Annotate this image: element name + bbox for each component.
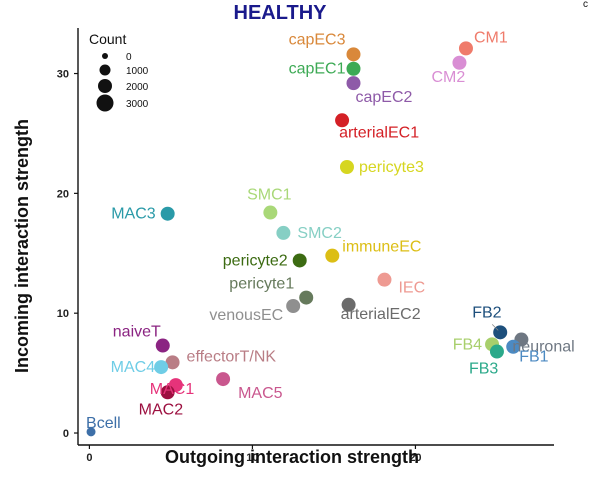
label-capec2: capEC2 bbox=[355, 89, 412, 106]
label-fb1: FB1 bbox=[519, 349, 548, 366]
y-tick-label: 0 bbox=[63, 428, 69, 440]
point-pericyte2 bbox=[292, 253, 307, 268]
label-mac2: MAC2 bbox=[139, 401, 184, 418]
point-cm1 bbox=[458, 41, 473, 56]
legend-size-label: 3000 bbox=[126, 99, 149, 110]
point-mac3 bbox=[160, 206, 175, 221]
label-iec: IEC bbox=[398, 280, 425, 297]
legend-size-swatch bbox=[99, 64, 111, 76]
point-fb3 bbox=[489, 344, 504, 359]
point-mac5 bbox=[216, 372, 231, 387]
label-effectort-nk: effectorT/NK bbox=[187, 348, 277, 365]
x-tick-label: 0 bbox=[86, 452, 92, 464]
point-capec2 bbox=[346, 76, 361, 91]
label-cm1: CM1 bbox=[474, 29, 508, 46]
label-cm2: CM2 bbox=[431, 69, 465, 86]
label-mac4: MAC4 bbox=[111, 359, 156, 376]
legend-size-swatch bbox=[96, 94, 114, 112]
legend-size-swatch bbox=[98, 79, 112, 93]
legend-size-swatch bbox=[102, 53, 108, 59]
data-labels: capEC3 capEC1 capEC2 CM1 CM2 arterialEC1 peric… bbox=[86, 29, 575, 431]
point-effectort-nk bbox=[165, 355, 180, 370]
label-arterialec2: arterialEC2 bbox=[341, 306, 421, 323]
point-smc1 bbox=[263, 205, 278, 220]
label-immuneec: immuneEC bbox=[342, 239, 421, 256]
point-capec3 bbox=[346, 47, 361, 62]
label-fb2: FB2 bbox=[472, 304, 501, 321]
label-arterialec1: arterialEC1 bbox=[339, 124, 419, 141]
point-cm2 bbox=[452, 55, 467, 70]
label-fb3: FB3 bbox=[469, 361, 498, 378]
y-axis-title: Incoming interaction strength bbox=[12, 119, 32, 373]
y-tick-label: 20 bbox=[57, 188, 69, 200]
point-smc2 bbox=[276, 225, 291, 240]
point-arterialec1 bbox=[335, 113, 350, 128]
chart-title: HEALTHY bbox=[234, 2, 328, 24]
point-immuneec bbox=[325, 248, 340, 263]
label-mac1: MAC1 bbox=[150, 381, 195, 398]
x-axis-ticks: 0 10 20 bbox=[86, 445, 422, 464]
point-pericyte1 bbox=[299, 290, 314, 305]
label-mac3: MAC3 bbox=[111, 206, 156, 223]
legend-title: Count bbox=[89, 31, 126, 47]
point-iec bbox=[377, 272, 392, 287]
x-tick-label: 10 bbox=[246, 452, 258, 464]
label-bcell: Bcell bbox=[86, 415, 121, 432]
label-neuronal: neuronal bbox=[512, 339, 574, 356]
x-tick-label: 20 bbox=[409, 452, 421, 464]
point-pericyte3 bbox=[339, 160, 354, 174]
label-capec1: capEC1 bbox=[289, 61, 346, 78]
legend-size-label: 1000 bbox=[126, 66, 149, 77]
point-mac2 bbox=[160, 385, 175, 400]
y-tick-label: 10 bbox=[57, 308, 69, 320]
legend-size-label: 2000 bbox=[126, 82, 149, 93]
axes bbox=[77, 28, 554, 446]
point-naivet bbox=[155, 338, 170, 353]
label-naivet: naiveT bbox=[113, 324, 161, 341]
data-points bbox=[86, 41, 529, 437]
label-pericyte2: pericyte2 bbox=[223, 252, 288, 269]
y-tick-label: 30 bbox=[57, 69, 69, 81]
label-leader-line bbox=[491, 324, 499, 331]
label-capec3: capEC3 bbox=[289, 31, 346, 48]
y-axis-ticks: 0 10 20 30 bbox=[57, 69, 78, 440]
label-smc2: SMC2 bbox=[297, 225, 342, 242]
label-fb4: FB4 bbox=[453, 336, 482, 353]
point-mac4 bbox=[154, 360, 169, 375]
point-fb1 bbox=[506, 339, 521, 354]
label-pericyte3: pericyte3 bbox=[359, 159, 424, 176]
point-capec1 bbox=[346, 61, 361, 76]
point-bcell bbox=[86, 427, 96, 437]
label-pericyte1: pericyte1 bbox=[229, 276, 294, 293]
label-mac5: MAC5 bbox=[238, 385, 283, 402]
legend-size-label: 0 bbox=[126, 52, 132, 63]
label-smc1: SMC1 bbox=[247, 187, 292, 204]
point-venousec bbox=[286, 299, 301, 313]
size-legend: Count 0 1000 2000 3000 bbox=[89, 31, 149, 112]
point-arterialec2 bbox=[341, 297, 356, 312]
x-axis-title: Outgoing interaction strength bbox=[165, 447, 419, 467]
corner-text: c bbox=[583, 0, 588, 10]
label-venousec: venousEC bbox=[209, 307, 283, 324]
